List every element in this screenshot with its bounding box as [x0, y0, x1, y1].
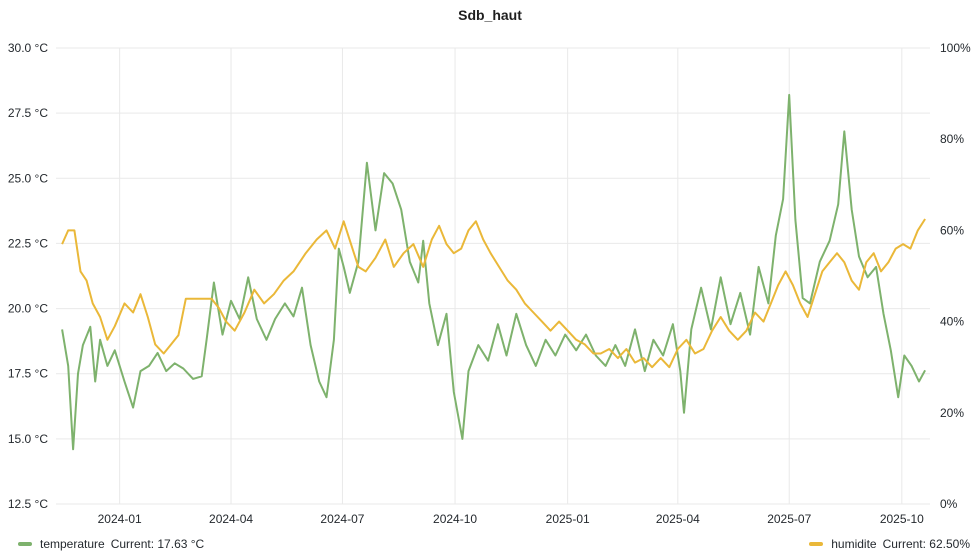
y-right-tick-label: 0%: [940, 497, 958, 511]
legend-label-humidite: humidite: [831, 537, 877, 551]
x-tick-label: 2025-07: [767, 512, 811, 526]
y-right-tick-label: 40%: [940, 315, 964, 329]
y-right-tick-label: 60%: [940, 223, 964, 237]
y-left-tick-label: 22.5 °C: [8, 236, 48, 250]
legend-label-temperature: temperature: [40, 537, 105, 551]
series-lines: [61, 93, 926, 451]
y-left-tick-label: 27.5 °C: [8, 106, 48, 120]
x-tick-label: 2024-10: [433, 512, 477, 526]
y-axis-left: 12.5 °C 15.0 °C 17.5 °C 20.0 °C 22.5 °C 25.0 …: [8, 41, 48, 511]
y-left-tick-label: 15.0 °C: [8, 432, 48, 446]
y-left-tick-label: 17.5 °C: [8, 367, 48, 381]
x-tick-label: 2024-07: [320, 512, 364, 526]
legend-swatch-temperature: [18, 542, 32, 546]
legend-item-humidite[interactable]: humidite Current: 62.50%: [809, 537, 970, 551]
x-tick-label: 2025-01: [546, 512, 590, 526]
x-tick-label: 2024-01: [98, 512, 142, 526]
legend-swatch-humidite: [809, 542, 824, 546]
chart-title: Sdb_haut: [458, 7, 522, 23]
x-axis: 2024-01 2024-04 2024-07 2024-10 2025-01 2025-…: [98, 512, 925, 526]
x-tick-label: 2024-04: [209, 512, 253, 526]
legend-item-temperature[interactable]: temperature Current: 17.63 °C: [18, 537, 204, 551]
legend-current-temperature: Current: 17.63 °C: [110, 537, 205, 551]
grid-lines: [56, 47, 930, 505]
y-left-tick-label: 30.0 °C: [8, 41, 48, 55]
y-left-tick-label: 20.0 °C: [8, 302, 48, 316]
y-right-tick-label: 80%: [940, 132, 964, 146]
x-tick-label: 2025-04: [656, 512, 700, 526]
y-right-tick-label: 100%: [940, 41, 971, 55]
y-right-tick-label: 20%: [940, 406, 964, 420]
y-axis-right: 0% 20% 40% 60% 80% 100%: [940, 41, 971, 511]
series-line-humidite: [61, 218, 926, 369]
x-tick-label: 2025-10: [880, 512, 924, 526]
legend-current-humidite: Current: 62.50%: [882, 537, 970, 551]
y-left-tick-label: 12.5 °C: [8, 497, 48, 511]
y-left-tick-label: 25.0 °C: [8, 171, 48, 185]
series-line-temperature: [61, 93, 926, 451]
